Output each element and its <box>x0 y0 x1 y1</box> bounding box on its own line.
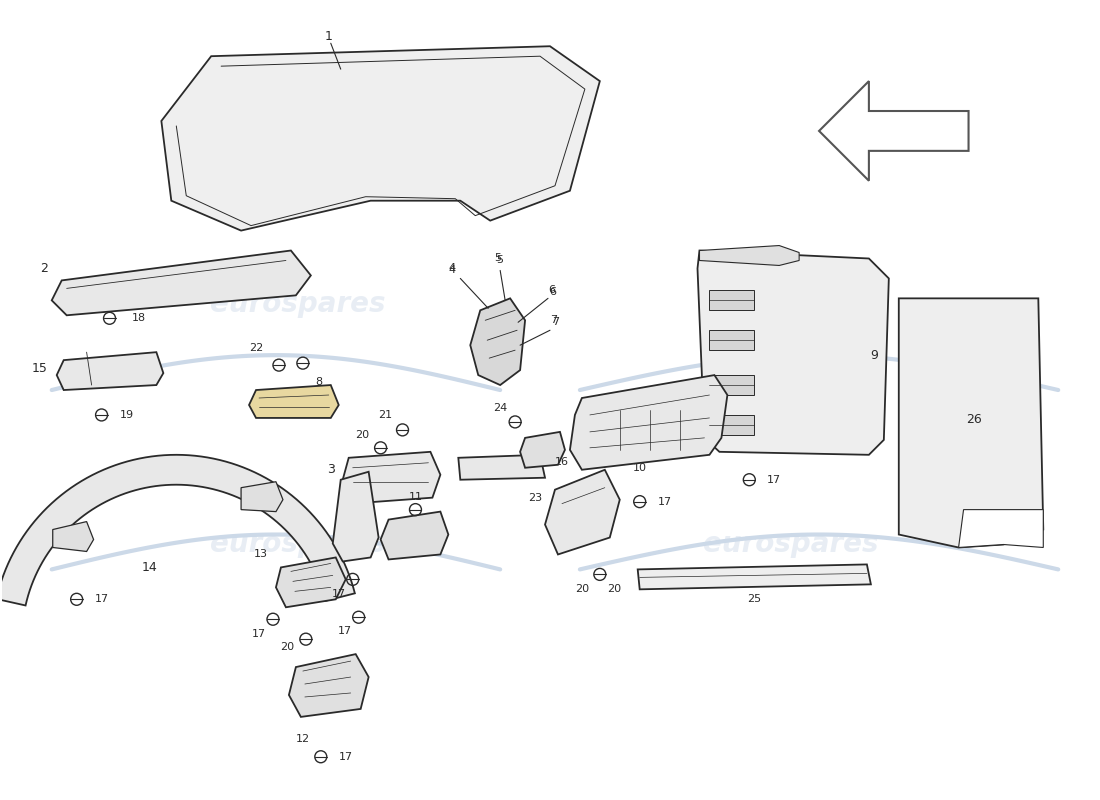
Polygon shape <box>710 415 755 435</box>
Polygon shape <box>710 330 755 350</box>
Text: 2: 2 <box>40 262 47 275</box>
Text: 20: 20 <box>279 642 294 652</box>
Text: 20: 20 <box>607 584 620 594</box>
Text: 22: 22 <box>249 343 263 353</box>
Polygon shape <box>638 565 871 590</box>
Text: 24: 24 <box>493 403 507 413</box>
Polygon shape <box>710 290 755 310</box>
Text: 17: 17 <box>252 629 266 639</box>
Polygon shape <box>570 375 727 470</box>
Text: 1: 1 <box>324 30 332 42</box>
Text: 17: 17 <box>338 626 352 636</box>
Text: 5: 5 <box>497 255 504 266</box>
Text: 14: 14 <box>142 561 157 574</box>
Text: 4: 4 <box>449 263 455 274</box>
Text: 3: 3 <box>327 463 334 476</box>
Polygon shape <box>381 512 449 559</box>
Text: 5: 5 <box>495 254 502 263</box>
Polygon shape <box>57 352 163 390</box>
Polygon shape <box>249 385 339 418</box>
Polygon shape <box>710 375 755 395</box>
Polygon shape <box>544 470 619 554</box>
Text: 20: 20 <box>575 584 589 594</box>
Polygon shape <box>241 482 283 512</box>
Text: eurospares: eurospares <box>210 290 386 318</box>
Text: 17: 17 <box>339 752 353 762</box>
Text: 17: 17 <box>95 594 109 604</box>
Text: 11: 11 <box>408 492 422 502</box>
Polygon shape <box>820 81 968 181</box>
Polygon shape <box>53 522 94 551</box>
Polygon shape <box>162 46 600 230</box>
Text: eurospares: eurospares <box>703 290 879 318</box>
Text: 17: 17 <box>332 590 345 599</box>
Text: 23: 23 <box>528 493 542 502</box>
Polygon shape <box>343 452 440 504</box>
Text: 8: 8 <box>316 377 322 387</box>
Polygon shape <box>700 246 799 266</box>
Text: 9: 9 <box>870 349 878 362</box>
Text: 20: 20 <box>355 430 370 440</box>
Text: 6: 6 <box>549 286 556 295</box>
Text: 18: 18 <box>132 314 145 323</box>
Text: 10: 10 <box>632 462 647 473</box>
Polygon shape <box>471 298 525 385</box>
Text: 17: 17 <box>767 474 781 485</box>
Text: eurospares: eurospares <box>703 530 879 558</box>
Text: 16: 16 <box>556 457 569 466</box>
Polygon shape <box>276 558 345 607</box>
Polygon shape <box>958 510 1043 547</box>
Text: 26: 26 <box>966 414 981 426</box>
Text: 15: 15 <box>32 362 47 374</box>
Text: 7: 7 <box>550 315 558 326</box>
Text: 6: 6 <box>550 287 557 298</box>
Text: 21: 21 <box>378 410 393 420</box>
Text: 17: 17 <box>658 497 672 506</box>
Text: 25: 25 <box>747 594 761 604</box>
Text: 13: 13 <box>254 550 268 559</box>
Text: 4: 4 <box>449 266 455 275</box>
Text: 19: 19 <box>120 410 133 420</box>
Text: 12: 12 <box>296 734 310 744</box>
Polygon shape <box>52 250 311 315</box>
Polygon shape <box>520 432 565 468</box>
Polygon shape <box>0 455 355 606</box>
Text: 7: 7 <box>552 318 560 327</box>
Polygon shape <box>333 472 378 562</box>
Text: eurospares: eurospares <box>210 530 386 558</box>
Polygon shape <box>459 455 544 480</box>
Polygon shape <box>899 298 1043 547</box>
Polygon shape <box>697 250 889 455</box>
Polygon shape <box>289 654 368 717</box>
